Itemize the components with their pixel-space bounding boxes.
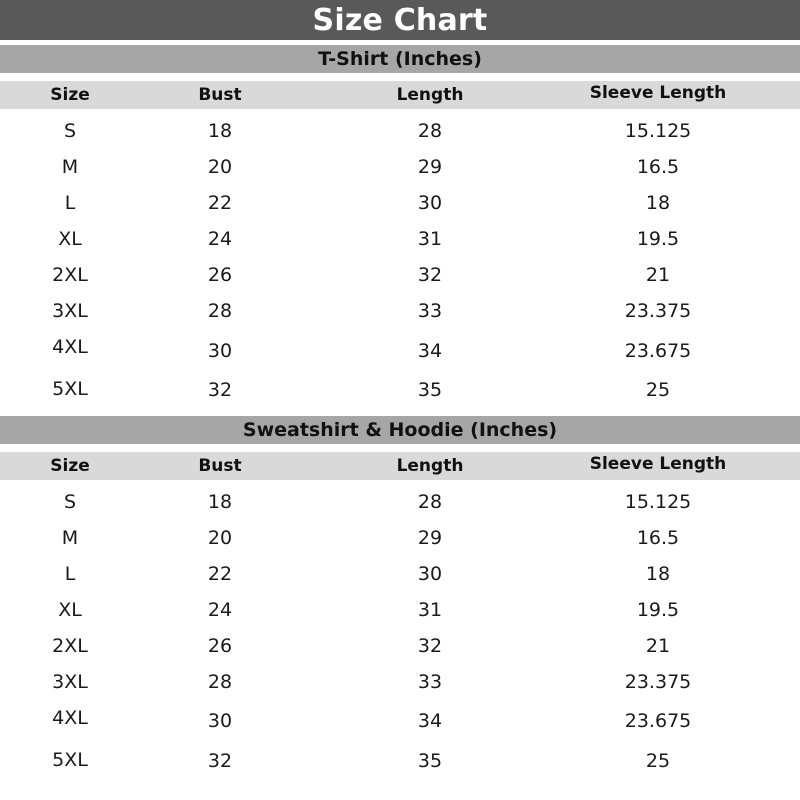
length-cell: 32 xyxy=(417,635,443,657)
size-cell: 3XL xyxy=(52,671,88,693)
length-cell: 29 xyxy=(417,527,443,549)
length-cell: 31 xyxy=(417,599,443,621)
length-cell: 29 xyxy=(417,156,443,178)
sleeve-length-cell: 16.5 xyxy=(636,527,680,549)
bust-cell: 26 xyxy=(207,635,233,657)
size-cell: S xyxy=(63,491,77,513)
bust-cell: 32 xyxy=(207,750,233,772)
sleeve-length-cell: 23.375 xyxy=(624,300,692,322)
section-heading: Sweatshirt & Hoodie (Inches) xyxy=(0,416,800,444)
size-cell: S xyxy=(63,120,77,142)
sleeve-length-cell: 15.125 xyxy=(624,120,692,142)
bust-cell: 20 xyxy=(207,156,233,178)
bust-cell: 18 xyxy=(207,491,233,513)
sleeve-length-cell: 21 xyxy=(645,635,671,657)
bust-cell: 32 xyxy=(207,379,233,401)
length-cell: 33 xyxy=(417,300,443,322)
table-header-row: Size Bust Length Sleeve Length xyxy=(0,452,800,480)
size-cell: L xyxy=(64,192,76,214)
length-cell: 33 xyxy=(417,671,443,693)
column-header-sleeve-length: Sleeve Length xyxy=(589,454,727,474)
size-cell: M xyxy=(61,156,79,178)
size-cell: M xyxy=(61,527,79,549)
size-cell: 4XL xyxy=(52,336,88,358)
bust-cell: 24 xyxy=(207,599,233,621)
table-header-row: Size Bust Length Sleeve Length xyxy=(0,81,800,109)
sleeve-length-cell: 19.5 xyxy=(636,228,680,250)
bust-cell: 20 xyxy=(207,527,233,549)
size-cell: 3XL xyxy=(52,300,88,322)
sleeve-length-cell: 25 xyxy=(645,379,671,401)
sleeve-length-cell: 23.675 xyxy=(624,710,692,732)
bust-cell: 22 xyxy=(207,563,233,585)
bust-cell: 28 xyxy=(207,300,233,322)
length-cell: 28 xyxy=(417,120,443,142)
length-cell: 28 xyxy=(417,491,443,513)
length-cell: 32 xyxy=(417,264,443,286)
column-header-size: Size xyxy=(50,456,90,476)
sleeve-length-cell: 23.675 xyxy=(624,340,692,362)
sleeve-length-cell: 18 xyxy=(645,563,671,585)
bust-cell: 28 xyxy=(207,671,233,693)
bust-cell: 30 xyxy=(207,340,233,362)
length-cell: 34 xyxy=(417,340,443,362)
sleeve-length-cell: 19.5 xyxy=(636,599,680,621)
bust-cell: 22 xyxy=(207,192,233,214)
bust-cell: 18 xyxy=(207,120,233,142)
length-cell: 30 xyxy=(417,192,443,214)
sleeve-length-cell: 23.375 xyxy=(624,671,692,693)
size-cell: 4XL xyxy=(52,707,88,729)
size-cell: XL xyxy=(58,599,82,621)
length-cell: 34 xyxy=(417,710,443,732)
size-cell: XL xyxy=(58,228,82,250)
sleeve-length-cell: 15.125 xyxy=(624,491,692,513)
column-header-length: Length xyxy=(396,456,464,476)
size-cell: L xyxy=(64,563,76,585)
sleeve-length-cell: 18 xyxy=(645,192,671,214)
column-header-sleeve-length: Sleeve Length xyxy=(589,83,727,103)
size-cell: 5XL xyxy=(52,378,88,400)
section-heading: T-Shirt (Inches) xyxy=(0,45,800,73)
length-cell: 30 xyxy=(417,563,443,585)
column-header-bust: Bust xyxy=(198,456,242,476)
size-cell: 2XL xyxy=(52,264,88,286)
bust-cell: 30 xyxy=(207,710,233,732)
column-header-length: Length xyxy=(396,85,464,105)
bust-cell: 24 xyxy=(207,228,233,250)
sleeve-length-cell: 25 xyxy=(645,750,671,772)
sleeve-length-cell: 21 xyxy=(645,264,671,286)
bust-cell: 26 xyxy=(207,264,233,286)
length-cell: 31 xyxy=(417,228,443,250)
size-cell: 5XL xyxy=(52,749,88,771)
sleeve-length-cell: 16.5 xyxy=(636,156,680,178)
length-cell: 35 xyxy=(417,750,443,772)
length-cell: 35 xyxy=(417,379,443,401)
page-title: Size Chart xyxy=(0,0,800,40)
column-header-size: Size xyxy=(50,85,90,105)
column-header-bust: Bust xyxy=(198,85,242,105)
size-cell: 2XL xyxy=(52,635,88,657)
